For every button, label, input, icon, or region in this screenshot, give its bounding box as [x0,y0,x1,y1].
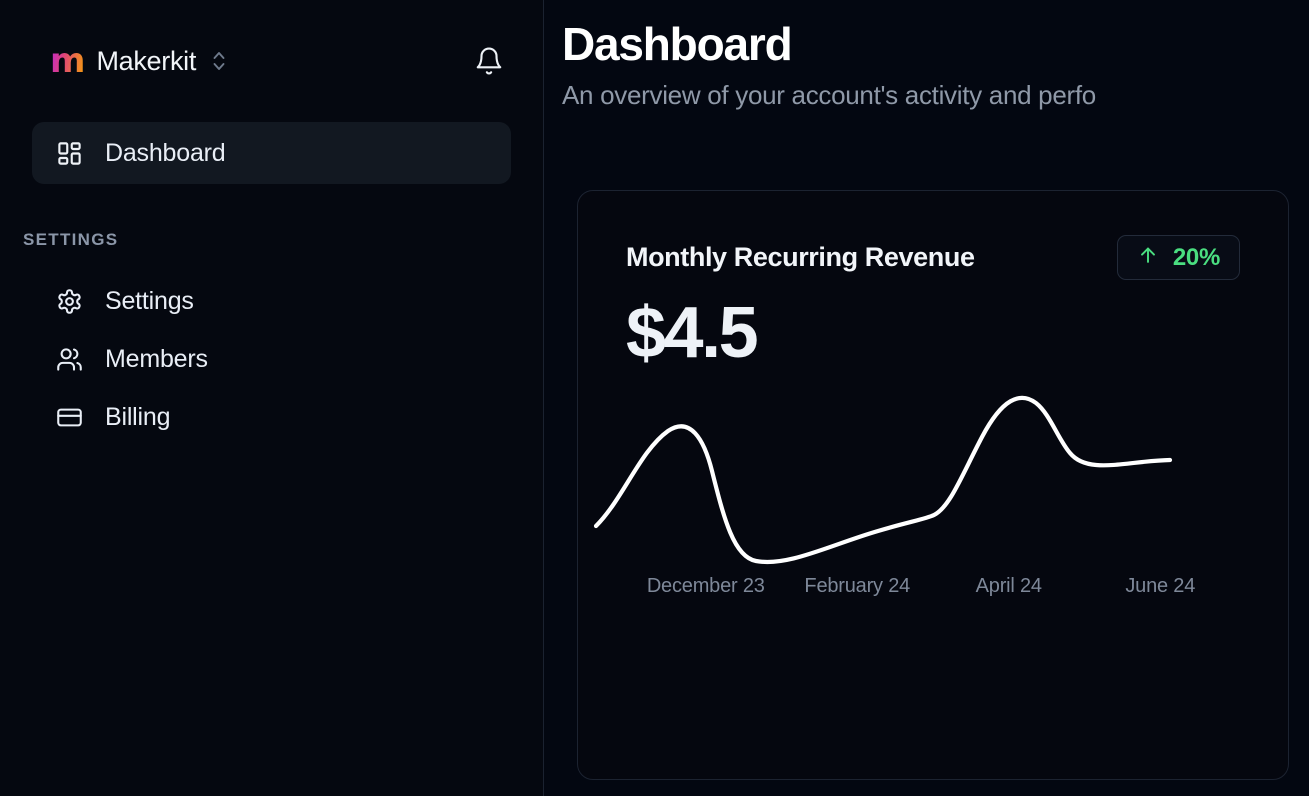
sidebar-header: m Makerkit [0,0,543,122]
sidebar-item-label: Settings [105,286,194,315]
notifications-button[interactable] [467,39,511,83]
x-tick-label: June 24 [1125,575,1196,598]
chevrons-up-down-icon[interactable] [211,47,227,75]
sidebar-item-members[interactable]: Members [32,330,511,388]
credit-card-icon [55,403,83,431]
sidebar-item-billing[interactable]: Billing [32,388,511,446]
trend-badge: 20% [1116,235,1240,280]
x-tick-label: December 23 [646,575,765,598]
sidebar: m Makerkit [0,0,544,796]
users-icon [55,345,83,373]
bell-icon [476,47,502,75]
mrr-card-header: Monthly Recurring Revenue 20% [578,191,1288,280]
layout-dashboard-icon [55,139,83,167]
sidebar-item-settings[interactable]: Settings [32,272,511,330]
mrr-chart-x-axis: December 23 February 24 April 24 June 24 [578,575,1288,598]
x-tick-label: April 24 [975,575,1042,598]
main-content: Dashboard An overview of your account's … [544,0,1309,796]
sidebar-section-settings: SETTINGS [23,230,119,249]
gear-icon [55,287,83,315]
trend-value: 20% [1172,243,1220,271]
sidebar-item-label: Members [105,344,208,373]
workspace-switcher[interactable]: m Makerkit [50,44,227,78]
workspace-name: Makerkit [96,45,197,76]
page-title: Dashboard [562,18,793,70]
arrow-up-icon [1137,244,1159,271]
mrr-chart: December 23 February 24 April 24 June 24 [578,379,1288,649]
sidebar-item-label: Dashboard [105,138,226,167]
sidebar-item-label: Billing [105,402,171,431]
sidebar-item-dashboard[interactable]: Dashboard [32,122,511,184]
mrr-chart-line[interactable] [578,379,1289,594]
x-tick-label: February 24 [804,575,911,598]
page-subtitle: An overview of your account's activity a… [562,80,1096,111]
makerkit-logo-icon: m [50,41,85,81]
mrr-card-title: Monthly Recurring Revenue [626,242,975,272]
page-header: Dashboard An overview of your account's … [544,0,1309,111]
mrr-value: $4.5 [626,293,759,373]
settings-nav: Settings Members [0,272,543,446]
primary-nav: Dashboard [0,122,543,184]
mrr-card: Monthly Recurring Revenue 20% $4.5 [577,190,1289,780]
